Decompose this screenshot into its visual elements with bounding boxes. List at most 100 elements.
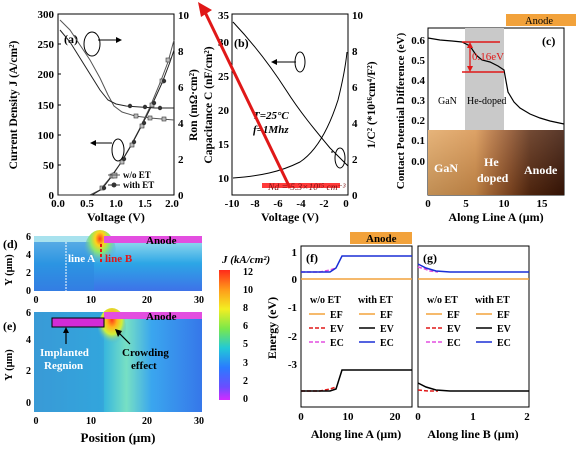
a-ytick: 250 [38,39,55,51]
f-ylabel: Energy (eV) [265,297,279,359]
f-anode: Anode [366,233,397,245]
g-ec-with [417,263,529,273]
colorbar-tick: 2 [243,376,248,387]
c-ytick: 0.1 [411,135,425,147]
e-anode: Anode [146,311,177,323]
f-xtick: 20 [390,411,402,423]
g-leg-with: with ET [475,295,510,306]
a-ytick: 100 [38,130,55,142]
g-leg-ef-with: EF [497,310,510,321]
b-ytick: 35 [218,10,230,22]
f-ytick: 1 [292,247,298,259]
c-xlabel: Along Line A (μm) [448,210,543,224]
colorbar-tick: 3 [243,358,248,369]
e-ytick: 6 [26,308,31,319]
panel-a-label: (a) [64,32,78,46]
b-ylabel-right: 1/C² (*10¹⁶cm⁴/F²) [366,61,378,148]
colorbar-tick: 0 [243,394,248,405]
e-ylabel: Y (μm) [4,349,15,381]
b-xtick: -4 [296,198,306,210]
f-xtick: 0 [298,411,304,423]
a-ytick: 200 [38,69,55,81]
g-ec-wo [417,266,439,273]
a-ytick: 0 [49,190,55,202]
d-xtick: 0 [34,295,39,306]
b-ytick-right: 6 [352,82,358,94]
f-ec-with [301,255,412,273]
c-img-he: He [484,155,499,169]
g-leg-ev-with: EV [497,324,512,335]
d-xtick: 20 [142,295,152,306]
e-crowd-2: effect [131,360,157,372]
d-anode: Anode [146,235,177,247]
d-ytick: 2 [26,268,31,279]
d-xtick: 30 [194,295,204,306]
panel-e: Anode (e) Y (μm) Implanted Regnion Crowd… [3,308,204,445]
panel-f-frame [300,245,413,408]
panel-d-label: (d) [3,237,18,251]
b-xtick: -6 [273,198,283,210]
c-ytick: 0.0 [411,156,425,168]
d-line-a-label: line A [68,253,95,265]
c-profile [427,37,565,125]
a-ytick-right: 4 [178,118,184,130]
a-markers-with [101,78,167,191]
panel-f-label: (f) [306,251,318,265]
b-curve-c [232,21,349,167]
panel-b-frame [231,13,349,196]
b-ytick-right: 8 [352,46,358,58]
f-leg-with: with ET [358,295,393,306]
b-ylabel-left: Capacitance C (nF/cm²) [203,46,215,163]
e-ytick: 0 [26,398,31,409]
f-leg-ef-wo: EF [330,310,343,321]
f-leg-ec-with: EC [380,338,394,349]
a-xtick: 0.5 [80,198,94,210]
b-annot-circle [294,51,306,73]
f-leg-ev-with: EV [380,324,395,335]
f-leg-ev-wo: EV [330,324,345,335]
g-leg-ec-with: EC [497,338,511,349]
e-xtick: 10 [86,416,96,427]
g-leg-wo: w/o ET [427,295,458,306]
b-ytick: 10 [218,173,230,185]
b-ann-Nd: Nd = 5.3×10¹⁵ cm⁻³ [267,183,346,193]
f-xtick: 10 [343,411,355,423]
d-ylabel: Y (μm) [4,254,15,286]
panel-c: Anode (c) GaN He-doped 0.16eV GaN He dop… [395,14,576,224]
d-ytick: 0 [26,286,31,297]
b-ytick-right: 0 [352,190,358,202]
c-gan-label: GaN [438,96,457,107]
c-img-anode: Anode [524,163,558,177]
f-leg-ec-wo: EC [330,338,344,349]
g-leg-ev-wo: EV [447,324,462,335]
c-ytick: 0.3 [411,95,425,107]
panel-d: Anode line A line B (d) Y (μm) 0 2 4 6 0… [3,230,204,306]
c-ytick: 0.6 [411,35,425,47]
c-img-doped: doped [477,171,509,185]
colorbar: J (kA/cm²) 12 10 8 6 5 3 2 0 [219,254,270,405]
panel-g: (g) w/o ET with ET EF EF EV EV EC EC 0 1… [415,245,530,441]
c-xtick: 5 [463,198,469,210]
panel-g-label: (g) [423,251,437,265]
b-xtick: -8 [250,198,260,210]
b-xtick: -10 [225,198,240,210]
a-ytick-right: 10 [178,10,190,22]
c-xtick: 0 [425,198,431,210]
a-ytick: 50 [43,160,55,172]
a-ytick-right: 0 [178,190,184,202]
g-xlabel: Along line B (μm) [427,427,518,441]
c-ylabel: Contact Potential Difference (eV) [395,32,407,189]
a-annot-circle-2 [111,138,125,162]
e-xlabel: Position (μm) [81,430,156,445]
c-hedoped-label: He-doped [467,96,506,107]
a-ytick-right: 8 [178,46,184,58]
a-legend-with: with ET [123,180,154,190]
panel-b-label: (b) [234,36,249,50]
panel-e-label: (e) [3,319,16,333]
a-ytick-right: 2 [178,154,184,166]
colorbar-tick: 6 [243,321,248,332]
a-ylabel-left: Current Density J (A/cm²) [8,40,20,169]
e-implanted-1: Implanted [40,347,89,359]
g-xtick: 1 [470,411,476,423]
f-ytick: -1 [288,302,297,314]
